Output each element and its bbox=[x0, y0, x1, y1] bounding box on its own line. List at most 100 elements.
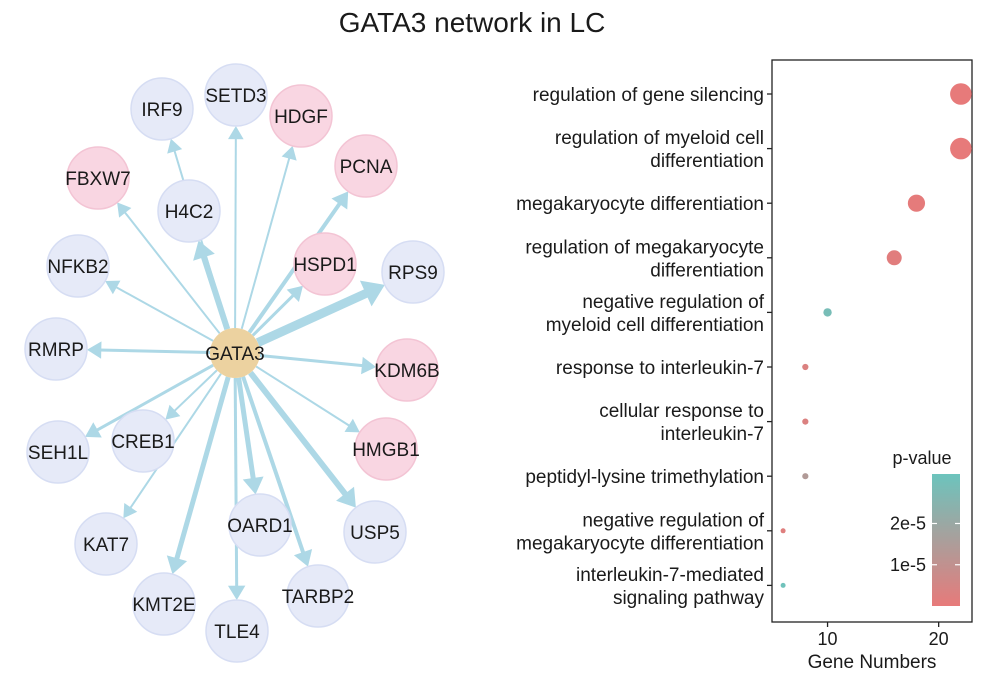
node-label: HSPD1 bbox=[293, 255, 356, 276]
node-label: RMRP bbox=[28, 340, 84, 361]
term-label: interleukin-7-mediated bbox=[576, 565, 764, 586]
edge-gata3-tle4 bbox=[227, 377, 246, 601]
x-tick-label: 10 bbox=[818, 629, 838, 649]
node-tle4: TLE4 bbox=[205, 599, 269, 663]
edge-gata3-rmrp bbox=[86, 341, 211, 359]
node-seh1l: SEH1L bbox=[26, 420, 90, 484]
node-label: IRF9 bbox=[141, 100, 182, 121]
node-label: HDGF bbox=[274, 107, 328, 128]
node-label: KDM6B bbox=[374, 361, 439, 382]
node-hmgb1: HMGB1 bbox=[352, 417, 420, 481]
node-label: KMT2E bbox=[132, 595, 195, 616]
node-label: TARBP2 bbox=[282, 587, 355, 608]
term-label: regulation of myeloid cell bbox=[555, 128, 764, 149]
data-point bbox=[823, 308, 832, 317]
data-point bbox=[780, 528, 786, 534]
data-point bbox=[886, 250, 902, 266]
edge-gata3-h4c2 bbox=[193, 240, 231, 331]
data-points bbox=[780, 83, 972, 588]
node-rps9: RPS9 bbox=[381, 240, 445, 304]
pvalue-legend: p-value 2e-5 1e-5 bbox=[890, 448, 960, 606]
term-label: megakaryocyte differentiation bbox=[516, 533, 764, 554]
x-tick-label: 20 bbox=[929, 629, 949, 649]
node-creb1: CREB1 bbox=[111, 409, 175, 473]
node-label: PCNA bbox=[340, 157, 393, 178]
data-point bbox=[780, 582, 786, 588]
node-label: USP5 bbox=[350, 523, 400, 544]
term-label: interleukin-7 bbox=[661, 424, 765, 445]
legend-title: p-value bbox=[892, 448, 951, 468]
edge-gata3-hmgb1 bbox=[255, 365, 360, 433]
term-label: differentiation bbox=[650, 151, 764, 172]
term-label: response to interleukin-7 bbox=[556, 358, 764, 379]
term-label: negative regulation of bbox=[582, 510, 764, 531]
data-point bbox=[802, 418, 809, 425]
edge-gata3-oard1 bbox=[236, 377, 264, 495]
node-label: TLE4 bbox=[214, 622, 260, 643]
x-axis: 10 20 bbox=[818, 622, 949, 649]
node-label: KAT7 bbox=[83, 535, 129, 556]
y-axis-labels: regulation of gene silencing regulation o… bbox=[516, 85, 765, 609]
node-hspd1: HSPD1 bbox=[293, 232, 357, 296]
edge-gata3-rps9 bbox=[255, 280, 385, 347]
node-label: CREB1 bbox=[111, 432, 174, 453]
edge-gata3-kat7 bbox=[123, 373, 222, 519]
node-h4c2: H4C2 bbox=[157, 179, 221, 243]
term-label: regulation of megakaryocyte bbox=[525, 237, 764, 258]
edge-gata3-hdgf bbox=[240, 145, 297, 330]
legend-colorbar bbox=[932, 474, 960, 606]
edge-gata3-fbxw7 bbox=[117, 202, 221, 334]
node-oard1: OARD1 bbox=[227, 493, 293, 557]
hub-node: GATA3 bbox=[205, 328, 265, 378]
term-label: negative regulation of bbox=[582, 292, 764, 313]
term-label: peptidyl-lysine trimethylation bbox=[525, 467, 764, 488]
node-fbxw7: FBXW7 bbox=[65, 146, 131, 210]
node-kat7: KAT7 bbox=[74, 512, 138, 576]
node-nfkb2: NFKB2 bbox=[46, 234, 110, 298]
edge-gata3-tarbp2 bbox=[241, 376, 313, 567]
data-point bbox=[802, 473, 809, 480]
node-label: SETD3 bbox=[205, 86, 266, 107]
data-point bbox=[950, 137, 972, 160]
node-label: OARD1 bbox=[227, 516, 292, 537]
x-axis-title: Gene Numbers bbox=[808, 652, 937, 673]
legend-tick-label: 2e-5 bbox=[890, 514, 926, 534]
term-label: regulation of gene silencing bbox=[533, 85, 764, 106]
node-kmt2e: KMT2E bbox=[132, 572, 196, 636]
node-irf9: IRF9 bbox=[130, 77, 194, 141]
edge-gata3-setd3 bbox=[228, 125, 244, 329]
network-nodes: IRF9 SETD3 HDGF PCNA FBXW7 H4C2 HSPD1 RPS9 NFKB2… bbox=[24, 63, 445, 663]
node-label: H4C2 bbox=[165, 202, 214, 223]
node-setd3: SETD3 bbox=[204, 63, 268, 127]
data-point bbox=[802, 363, 809, 371]
node-label: HMGB1 bbox=[352, 440, 420, 461]
edge-gata3-kmt2e bbox=[166, 376, 231, 575]
hub-label: GATA3 bbox=[205, 344, 264, 365]
enrichment-dot-plot: regulation of gene silencing regulation o… bbox=[516, 59, 973, 673]
edge-gata3-hspd1 bbox=[251, 285, 303, 337]
edge-gata3-kdm6b bbox=[259, 353, 377, 375]
edge-gata3-usp5 bbox=[248, 370, 356, 508]
network-edges bbox=[85, 125, 385, 601]
node-label: SEH1L bbox=[28, 443, 88, 464]
term-label: cellular response to bbox=[599, 401, 764, 422]
plot-panel bbox=[771, 59, 973, 623]
node-kdm6b: KDM6B bbox=[374, 338, 440, 402]
page-title: GATA3 network in LC bbox=[339, 7, 606, 38]
network-graph: IRF9 SETD3 HDGF PCNA FBXW7 H4C2 HSPD1 RPS9 NFKB2… bbox=[24, 63, 445, 663]
legend-tick-label: 1e-5 bbox=[890, 555, 926, 575]
edge-gata3-seh1l bbox=[85, 363, 214, 438]
term-label: myeloid cell differentiation bbox=[546, 315, 764, 336]
data-point bbox=[907, 194, 926, 212]
data-point bbox=[950, 83, 972, 105]
node-tarbp2: TARBP2 bbox=[282, 564, 355, 628]
node-label: RPS9 bbox=[388, 263, 438, 284]
edge-gata3-nfkb2 bbox=[105, 280, 214, 342]
node-rmrp: RMRP bbox=[24, 317, 88, 381]
edge-gata3-creb1 bbox=[165, 369, 218, 420]
node-hdgf: HDGF bbox=[269, 84, 333, 148]
node-usp5: USP5 bbox=[343, 500, 407, 564]
node-label: FBXW7 bbox=[65, 169, 130, 190]
node-label: NFKB2 bbox=[47, 257, 108, 278]
